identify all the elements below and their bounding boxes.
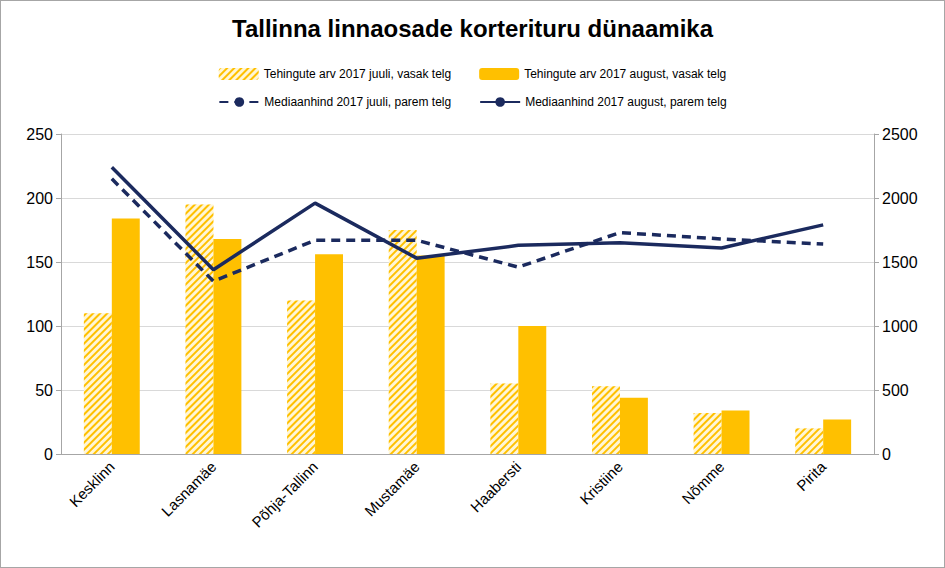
- svg-text:Haabersti: Haabersti: [467, 458, 524, 515]
- svg-text:500: 500: [882, 382, 909, 399]
- svg-text:Mediaanhind 2017 juuli, parem: Mediaanhind 2017 juuli, parem telg: [264, 95, 451, 109]
- svg-text:Tehingute arv 2017 august, vas: Tehingute arv 2017 august, vasak telg: [524, 67, 726, 81]
- svg-text:50: 50: [35, 382, 53, 399]
- svg-text:150: 150: [26, 254, 53, 271]
- svg-text:Tehingute arv 2017 juuli, vasa: Tehingute arv 2017 juuli, vasak telg: [264, 67, 451, 81]
- svg-text:Nõmme: Nõmme: [678, 458, 727, 507]
- svg-text:2500: 2500: [882, 126, 918, 143]
- svg-text:2000: 2000: [882, 190, 918, 207]
- svg-text:Tallinna linnaosade korteritur: Tallinna linnaosade korterituru dünaamik…: [232, 15, 714, 42]
- svg-text:Lasnamäe: Lasnamäe: [158, 458, 220, 520]
- svg-text:100: 100: [26, 318, 53, 335]
- svg-text:Mustamäe: Mustamäe: [361, 458, 422, 519]
- svg-text:0: 0: [44, 446, 53, 463]
- svg-text:0: 0: [882, 446, 891, 463]
- svg-text:200: 200: [26, 190, 53, 207]
- svg-text:Põhja-Tallinn: Põhja-Tallinn: [248, 458, 321, 531]
- svg-text:1500: 1500: [882, 254, 918, 271]
- svg-text:1000: 1000: [882, 318, 918, 335]
- svg-text:Kesklinn: Kesklinn: [66, 458, 118, 510]
- svg-text:Mediaanhind 2017 august, parem: Mediaanhind 2017 august, parem telg: [525, 95, 726, 109]
- svg-text:Pirita: Pirita: [793, 458, 830, 495]
- svg-text:250: 250: [26, 126, 53, 143]
- svg-text:Kristiine: Kristiine: [576, 458, 626, 508]
